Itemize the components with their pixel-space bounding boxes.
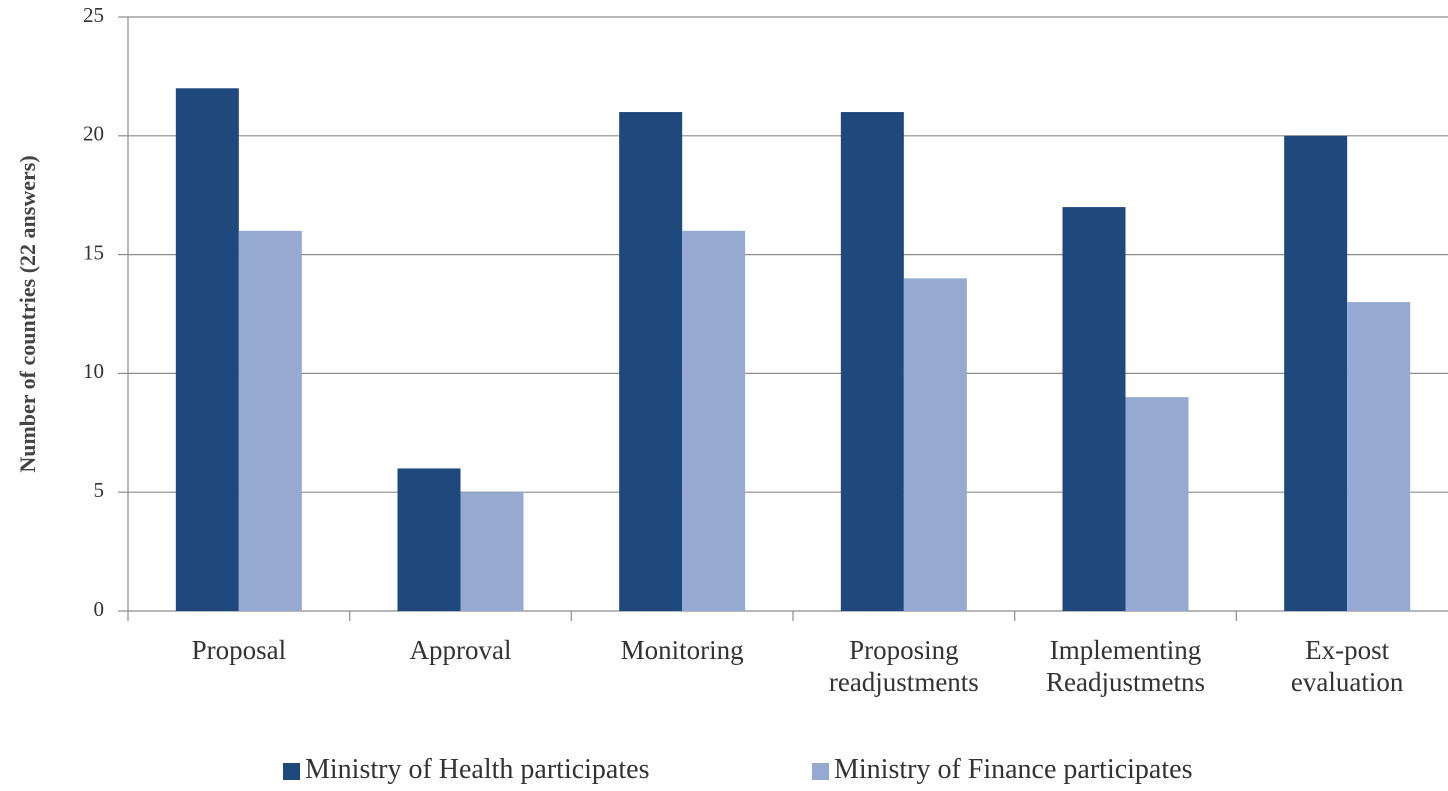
legend-swatch <box>812 763 829 780</box>
x-tick-label: Ex-post evaluation <box>1290 635 1404 697</box>
bar <box>175 88 239 611</box>
bar <box>397 468 461 611</box>
legend-swatch <box>283 763 300 780</box>
bar <box>682 230 746 611</box>
bar <box>1347 302 1411 611</box>
bar <box>1125 397 1189 611</box>
y-tick-label: 10 <box>83 359 104 383</box>
y-tick-label: 15 <box>83 240 104 264</box>
y-tick-label: 25 <box>83 3 104 27</box>
bar <box>903 278 967 611</box>
bar <box>460 492 524 611</box>
bar <box>840 112 904 611</box>
bar <box>1284 135 1348 612</box>
legend-label: Ministry of Health participates <box>305 754 650 785</box>
y-tick-label: 20 <box>83 122 104 146</box>
x-tick-label: Approval <box>409 635 512 665</box>
bar <box>238 230 302 611</box>
bar <box>619 112 683 611</box>
x-tick-label: Proposal <box>191 635 287 665</box>
y-tick-label: 0 <box>94 597 105 621</box>
x-tick-label: Proposing readjustments <box>828 635 979 697</box>
x-tick-label: Monitoring <box>620 635 744 665</box>
bar <box>1062 207 1126 611</box>
y-axis-label: Number of countries (22 answers) <box>15 155 40 472</box>
legend-label: Ministry of Finance participates <box>834 754 1193 785</box>
x-tick-label: Implementing Readjustmetns <box>1046 635 1205 697</box>
y-tick-label: 5 <box>94 478 105 502</box>
